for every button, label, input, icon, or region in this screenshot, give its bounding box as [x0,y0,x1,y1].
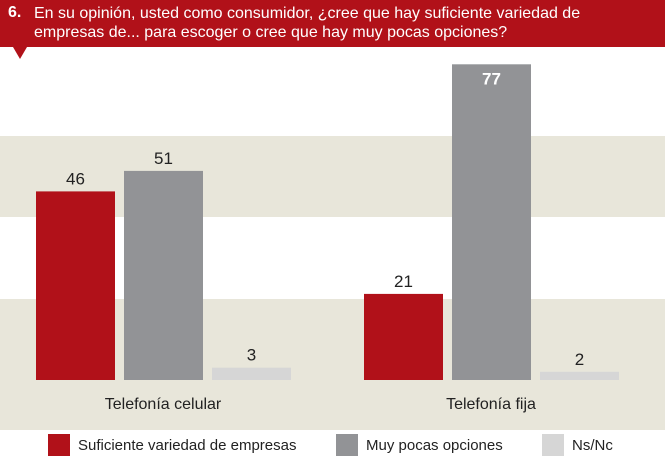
value-label-fija-suficiente: 21 [394,272,413,291]
legend-swatch-suficiente [48,434,70,456]
question-header: 6. En su opinión, usted como consumidor,… [0,0,665,47]
value-label-celular-muy-pocas: 51 [154,149,173,168]
bar-celular-muy-pocas [124,170,203,380]
question-number: 6. [8,4,22,21]
value-labels: 46 51 3 21 77 2 [66,69,584,369]
legend-item-suficiente: Suficiente variedad de empresas [48,430,296,460]
bars [36,64,619,381]
value-label-celular-nsnc: 3 [247,346,256,365]
legend-label-muy-pocas: Muy pocas opciones [366,436,503,454]
bar-fija-muy-pocas [452,64,531,381]
bar-fija-nsnc [540,371,619,380]
legend-item-nsnc: Ns/Nc [542,430,613,460]
question-text: En su opinión, usted como consumidor, ¿c… [34,5,581,41]
legend-swatch-muy-pocas [336,434,358,456]
value-label-celular-suficiente: 46 [66,169,85,188]
category-label-celular: Telefonía celular [105,396,222,413]
band-top [0,47,665,136]
bar-chart: 46 51 3 21 77 2 Telefonía celular Telefonía f… [0,47,665,430]
legend-item-muy-pocas: Muy pocas opciones [336,430,503,460]
value-label-fija-muy-pocas: 77 [482,69,501,88]
legend-label-nsnc: Ns/Nc [572,436,613,454]
legend-label-suficiente: Suficiente variedad de empresas [78,436,297,454]
bar-celular-nsnc [212,367,291,380]
legend-swatch-nsnc [542,434,564,456]
bar-fija-suficiente [364,293,443,380]
value-label-fija-nsnc: 2 [575,350,584,369]
bar-celular-suficiente [36,191,115,380]
category-label-fija: Telefonía fija [446,396,536,413]
background-bands [0,47,665,430]
category-labels: Telefonía celular Telefonía fija [105,396,536,413]
legend: Suficiente variedad de empresas Muy poca… [0,430,665,460]
header-pointer [13,47,27,59]
